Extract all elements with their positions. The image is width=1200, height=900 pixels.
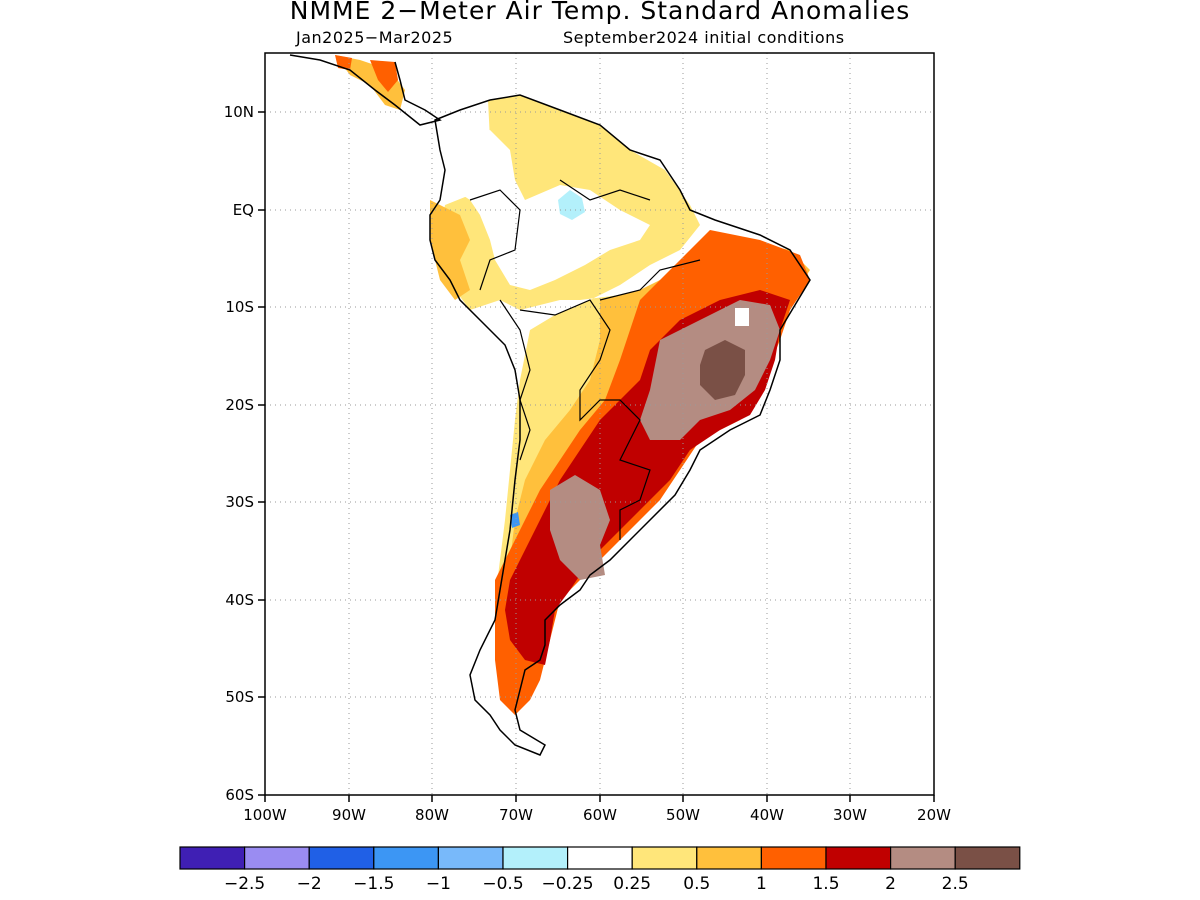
graticule: [265, 53, 934, 795]
anomaly-region-central-america-hot: [335, 55, 398, 92]
latitude-axis: [258, 111, 265, 796]
lon-label: 90W: [332, 806, 366, 824]
anomaly-region-2-5: [700, 340, 745, 400]
colorbar-swatch: [437, 846, 504, 870]
lat-label: 40S: [225, 591, 254, 609]
lat-label: EQ: [233, 201, 254, 219]
colorbar-label: 0.5: [683, 874, 710, 894]
lon-label: 30W: [833, 806, 867, 824]
lat-label: 10S: [225, 298, 254, 316]
lat-label: 10N: [224, 103, 254, 121]
colorbar-swatch: [760, 846, 827, 870]
colorbar-label: 1: [756, 874, 767, 894]
colorbar-label: 1.5: [812, 874, 839, 894]
lon-label: 70W: [499, 806, 533, 824]
longitude-axis: [264, 795, 935, 802]
colorbar-swatch: [696, 846, 762, 870]
colorbar-label: −1: [426, 874, 451, 894]
colorbar-swatch: [502, 846, 569, 870]
colorbar-swatch: [373, 846, 439, 870]
colorbar-swatch: [889, 846, 956, 870]
colorbar-swatch: [825, 846, 892, 870]
colorbar-label: −2.5: [224, 874, 265, 894]
anomaly-region-minus-0-25: [558, 190, 585, 220]
anomaly-shading: [335, 55, 810, 715]
colorbar-label: −0.25: [542, 874, 594, 894]
colorbar-label: 0.25: [613, 874, 651, 894]
lon-label: 80W: [415, 806, 449, 824]
colorbar-swatch: [954, 846, 1021, 870]
colorbar-label: −2: [297, 874, 322, 894]
lat-label: 50S: [225, 688, 254, 706]
colorbar-swatch: [179, 846, 246, 870]
colorbar: −2.5 −2 −1.5 −1 −0.5 −0.25 0.25 0.5 1 1.5 2 2.5: [179, 846, 1021, 894]
initial-conditions: September2024 initial conditions: [563, 28, 845, 47]
colorbar-label: 2.5: [942, 874, 969, 894]
lon-label: 50W: [666, 806, 700, 824]
lon-label: 40W: [750, 806, 784, 824]
anomaly-region-minus-1: [510, 512, 520, 528]
forecast-period: Jan2025−Mar2025: [296, 28, 454, 47]
lat-label: 30S: [225, 493, 254, 511]
lon-label: 60W: [583, 806, 617, 824]
latitude-labels: 10N EQ 10S 20S 30S 40S 50S 60S: [224, 103, 254, 804]
colorbar-swatch: [308, 846, 375, 870]
anomaly-region-neutral-small: [735, 308, 749, 326]
colorbar-label: 2: [885, 874, 896, 894]
lon-label: 20W: [917, 806, 951, 824]
lon-label: 100W: [243, 806, 287, 824]
colorbar-label: −1.5: [353, 874, 394, 894]
central-america-coastline: [289, 54, 442, 126]
coastlines: [289, 54, 811, 756]
anomaly-region-central-america: [335, 55, 405, 110]
longitude-labels: 100W 90W 80W 70W 60W 50W 40W 30W 20W: [243, 806, 951, 824]
country-borders: [469, 179, 701, 540]
lat-label: 60S: [225, 786, 254, 804]
map-title: NMME 2−Meter Air Temp. Standard Anomalie…: [289, 0, 911, 25]
colorbar-swatch: [566, 846, 633, 870]
colorbar-label: −0.5: [482, 874, 523, 894]
colorbar-swatch: [244, 846, 310, 870]
lat-label: 20S: [225, 396, 254, 414]
south-america-coastline: [429, 94, 811, 756]
colorbar-swatch: [631, 846, 698, 870]
